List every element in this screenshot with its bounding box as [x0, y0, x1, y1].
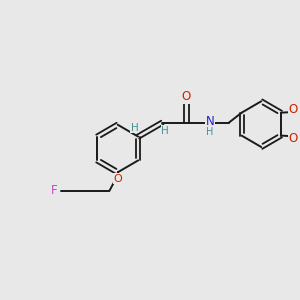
Text: O: O	[182, 90, 191, 103]
Text: F: F	[50, 184, 57, 197]
Text: O: O	[289, 132, 298, 145]
Text: O: O	[113, 174, 122, 184]
Text: H: H	[206, 127, 214, 137]
Text: H: H	[131, 123, 139, 133]
Text: H: H	[161, 126, 169, 136]
Text: N: N	[206, 115, 214, 128]
Text: O: O	[289, 103, 298, 116]
